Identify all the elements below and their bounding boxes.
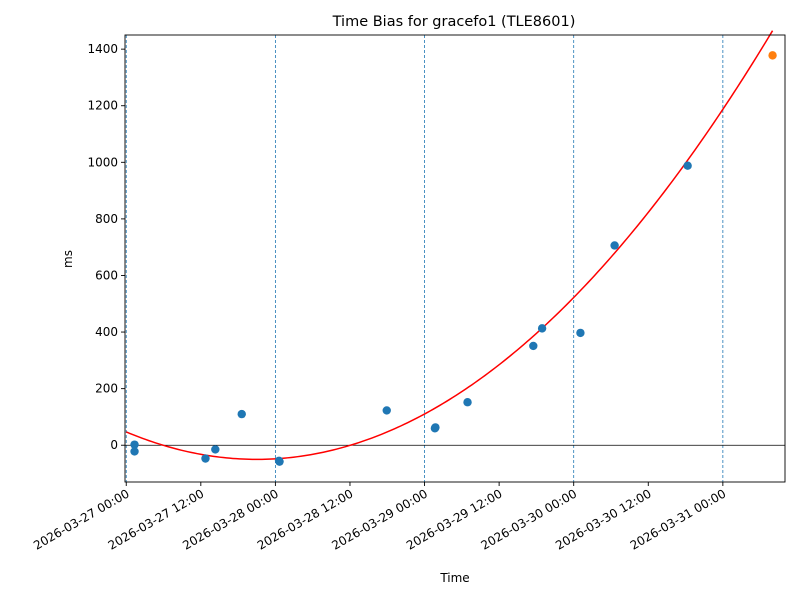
y-tick-label: 0 [110,438,118,452]
plot-frame [124,34,786,483]
y-tick-label: 1200 [87,99,118,113]
data-point [431,423,440,432]
data-point [537,324,547,333]
y-tick-label: 400 [95,325,118,339]
data-point [130,447,139,456]
data-point [529,341,538,351]
y-tick-label: 200 [95,382,118,396]
y-axis-label: ms [61,250,75,268]
data-point [382,406,391,415]
data-point [201,454,210,463]
fit-curve [125,30,774,461]
data-point [610,241,619,250]
y-tick-label: 1000 [87,155,118,169]
data-point [576,328,585,338]
data-point [463,398,472,407]
data-point [237,409,246,419]
chart-title: Time Bias for gracefo1 (TLE8601) [332,14,576,30]
y-tick-label: 1400 [87,42,118,56]
data-point [130,440,139,449]
y-tick-label: 600 [95,268,118,282]
data-point [211,445,220,454]
y-tick-label: 800 [95,212,118,226]
data-point [683,161,692,170]
x-axis-label: Time [439,571,469,585]
plot-area [125,30,785,482]
data-point [768,51,777,60]
data-point [275,457,284,466]
